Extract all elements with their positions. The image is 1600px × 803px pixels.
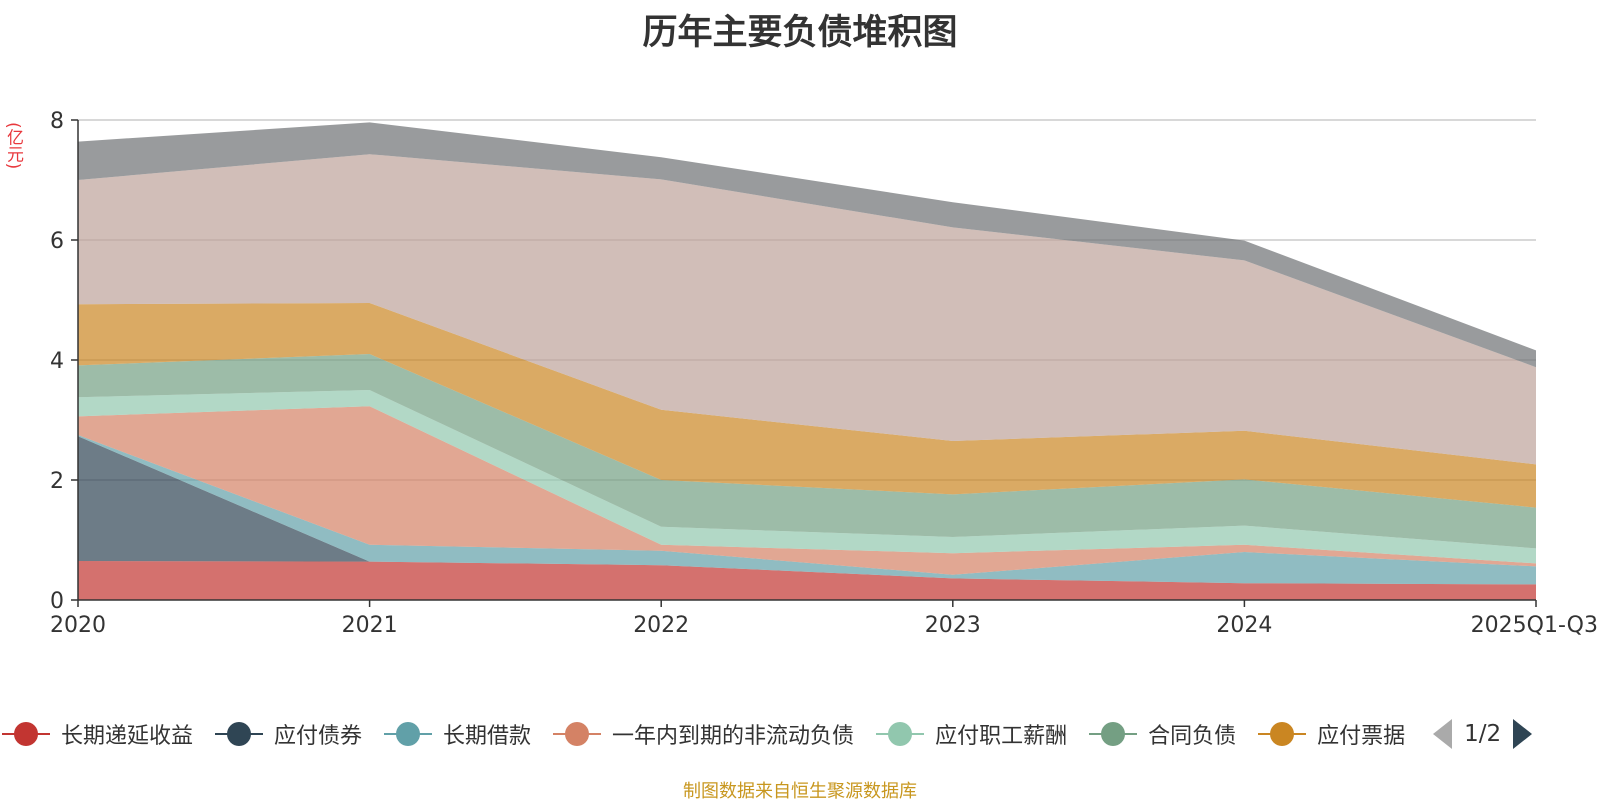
chart-title: 历年主要负债堆积图 [642,13,958,53]
legend-symbol-icon [553,721,602,747]
x-tick-label: 2024 [1216,613,1272,638]
legend-item-3[interactable]: 一年内到期的非流动负债 [553,718,854,750]
area-series-3 [78,406,1536,575]
x-tick-label: 2023 [925,613,981,638]
legend-label: 一年内到期的非流动负债 [612,724,855,749]
legend-label: 应付债券 [274,724,363,749]
legend-page-indicator: 1/2 [1464,721,1502,747]
y-tick-label: 0 [50,589,64,614]
legend: 长期递延收益 应付债券 长期借款 一年内到期的非流动负债 应付职工薪酬 合同负债 应付票据 … [0,712,1600,756]
stacked-area-chart: 0 2 4 6 8 2020 2021 2022 2023 2024 2025Q1-Q3 [50,109,1598,638]
data-source-note: 制图数据来自恒生聚源数据库 [683,781,917,802]
y-axis-unit-label: (亿元) [3,122,23,170]
area-series-2 [78,435,1536,585]
area-series-5 [78,354,1536,549]
legend-item-5[interactable]: 合同负债 [1089,718,1236,750]
legend-symbol-icon [1089,721,1138,747]
legend-label: 长期借款 [443,724,532,749]
legend-symbol-icon [215,721,264,747]
legend-symbol-icon [1258,721,1307,747]
legend-symbol-icon [2,721,50,747]
legend-label: 应付职工薪酬 [935,724,1068,749]
legend-item-0[interactable]: 长期递延收益 [2,718,193,750]
legend-symbol-icon [384,721,433,747]
legend-item-1[interactable]: 应付债券 [215,718,362,750]
legend-item-2[interactable]: 长期借款 [384,718,531,750]
axes: 0 2 4 6 8 2020 2021 2022 2023 2024 2025Q1-Q3 [50,109,1598,638]
legend-item-4[interactable]: 应付职工薪酬 [876,718,1067,750]
y-tick-label: 8 [50,109,64,134]
legend-next-page-icon[interactable] [1513,719,1533,749]
legend-symbol-icon [876,721,925,747]
x-tick-label: 2020 [50,613,106,638]
legend-label: 应付票据 [1317,724,1406,749]
x-tick-label: 2022 [633,613,689,638]
area-series-4 [78,390,1536,564]
y-tick-label: 4 [50,349,64,374]
area-series-8 [78,122,1536,368]
legend-item-6[interactable]: 应付票据 [1258,718,1405,750]
y-tick-label: 2 [50,469,64,494]
legend-label: 长期递延收益 [61,724,194,749]
legend-prev-page-icon[interactable] [1433,719,1453,749]
y-tick-label: 6 [50,229,64,254]
area-series-layer [78,122,1536,600]
legend-items: 长期递延收益 应付债券 长期借款 一年内到期的非流动负债 应付职工薪酬 合同负债 应付票据 [0,718,1427,750]
area-series-7 [78,154,1536,465]
legend-pager: 1/2 [1433,719,1533,749]
x-tick-label: 2025Q1-Q3 [1471,613,1598,638]
x-tick-label: 2021 [342,613,398,638]
area-series-6 [78,303,1536,508]
legend-label: 合同负债 [1148,724,1237,749]
area-series-0 [78,561,1536,600]
